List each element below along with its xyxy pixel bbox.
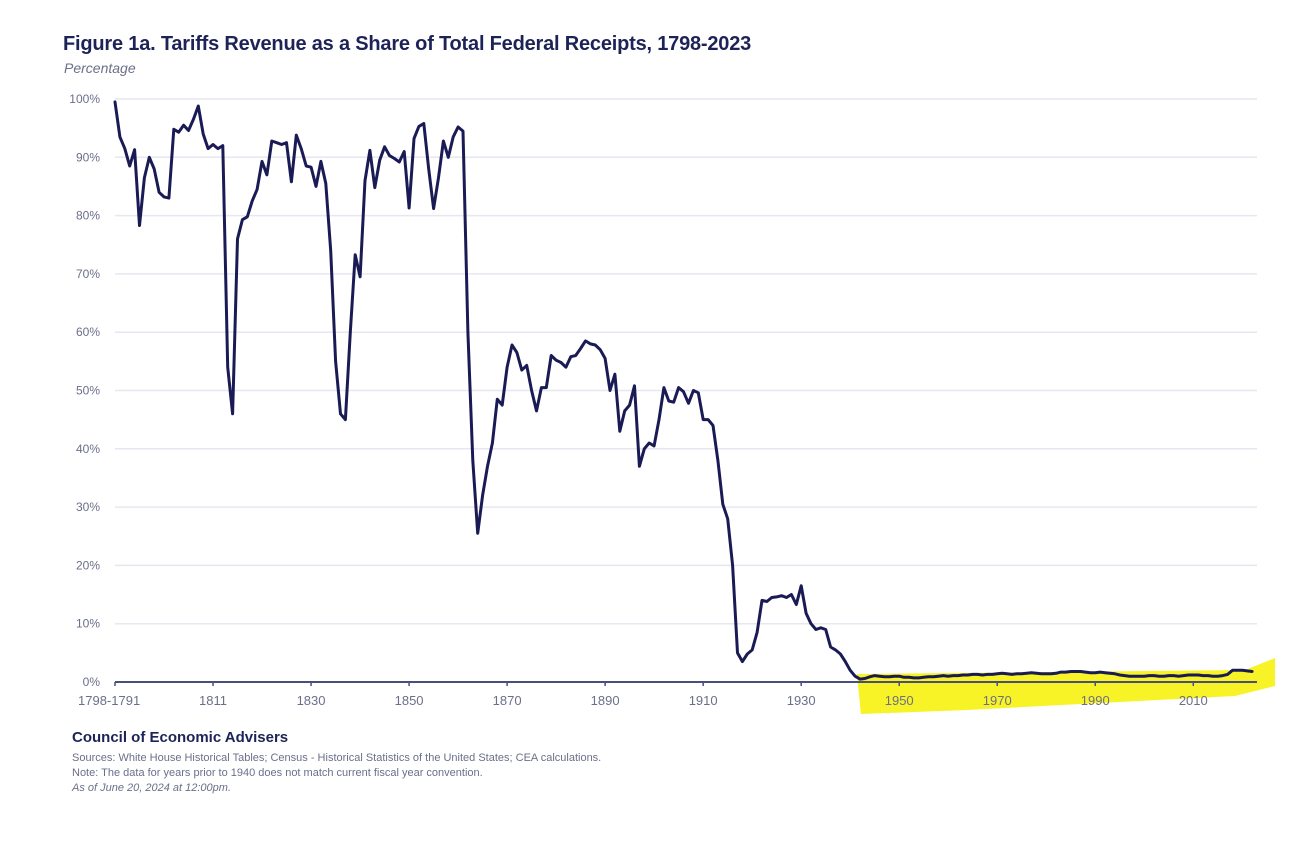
x-tick-label: 1910 [689,693,718,708]
organization-name: Council of Economic Advisers [72,729,289,746]
x-tick-label: 1990 [1081,693,1110,708]
y-tick-label: 30% [76,500,100,514]
series-layer [113,100,1254,681]
y-tick-label: 50% [76,384,100,398]
y-tick-label: 100% [69,92,100,106]
y-tick-label: 90% [76,150,100,164]
y-tick-label: 80% [76,209,100,223]
x-tick-label: 1870 [493,693,522,708]
x-tick-label: 1890 [591,693,620,708]
x-tick-label: 1830 [297,693,326,708]
y-tick-label: 0% [83,675,101,689]
y-tick-label: 60% [76,325,100,339]
x-tick-label: 1930 [787,693,816,708]
x-tick-label: 1970 [983,693,1012,708]
x-tick-label: 2010 [1179,693,1208,708]
x-tick-label: 1798-1791 [78,693,140,708]
y-tick-label: 70% [76,267,100,281]
y-axis-ticks: 0% 10% 20% 30% 40% 50% 60% 70% 80% 90% 100% [69,92,100,689]
y-tick-label: 20% [76,558,100,572]
y-tick-label: 10% [76,617,100,631]
highlight-annotation [856,658,1275,714]
chart-title: Figure 1a. Tariffs Revenue as a Share of… [63,33,752,55]
sources-note: Sources: White House Historical Tables; … [72,752,602,764]
chart-subtitle: Percentage [64,60,136,76]
fiscal-year-note: Note: The data for years prior to 1940 d… [72,767,483,779]
footer: Council of Economic Advisers Sources: Wh… [72,729,601,796]
x-axis-ticks: 1798-1791 1811 1830 1850 1870 1890 1910 1930 195… [78,682,1208,708]
y-tick-label: 40% [76,442,100,456]
as-of-date: As of June 20, 2024 at 12:00pm. [72,782,232,794]
gridlines [115,98,1257,625]
x-tick-label: 1850 [395,693,424,708]
x-tick-label: 1950 [885,693,914,708]
highlight-layer [856,658,1275,714]
x-tick-label: 1811 [199,693,227,708]
